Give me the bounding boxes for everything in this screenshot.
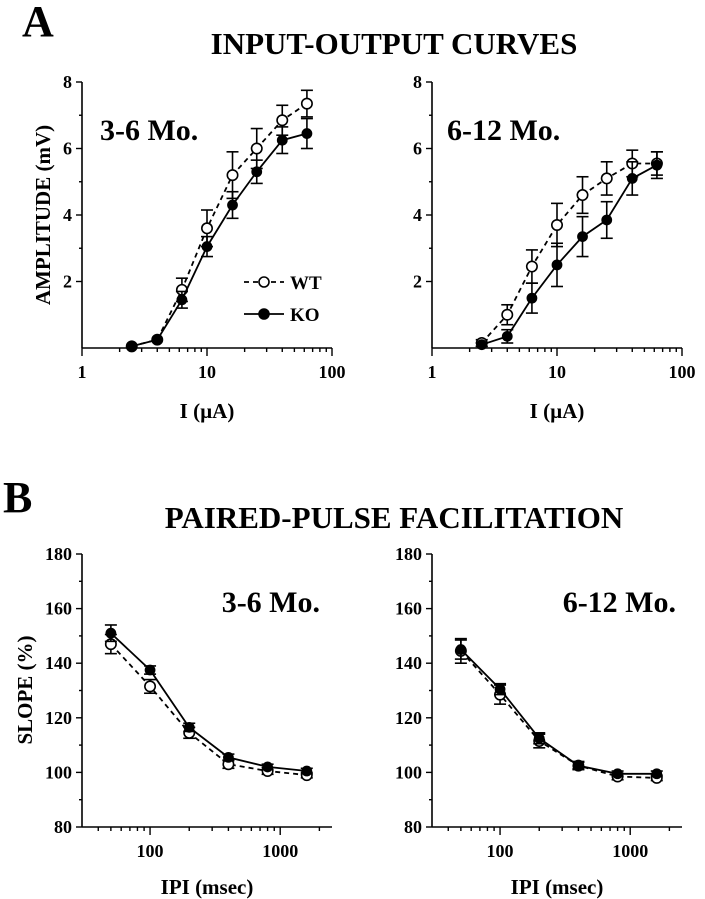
data-point-ko	[612, 768, 623, 780]
y-tick-label: 180	[45, 544, 72, 564]
data-point-ko	[626, 173, 638, 184]
series-line-ko	[460, 648, 657, 775]
data-point-wt	[201, 222, 214, 235]
y-tick-label: 6	[413, 139, 422, 159]
x-axis-label: I (µA)	[530, 399, 585, 423]
y-tick-label: 160	[395, 599, 422, 619]
data-point-ko	[501, 330, 513, 342]
panel-a-letter: A	[22, 0, 54, 46]
legend-wt-label: WT	[290, 273, 322, 294]
panel-a-title: INPUT-OUTPUT CURVES	[211, 26, 578, 61]
inset-label: 3-6 Mo.	[100, 114, 198, 147]
y-tick-label: 100	[395, 762, 422, 782]
data-point-ko	[651, 159, 663, 171]
ppf-chart-6-12: 80 100 120 140 160 180 100 1000 IPI (msec) 6-12 M…	[395, 544, 682, 899]
x-tick-label: 1000	[262, 841, 298, 861]
data-point-ko	[301, 128, 313, 139]
x-tick-label: 100	[319, 362, 346, 382]
data-point-ko	[201, 241, 213, 252]
data-point-ko	[276, 134, 288, 146]
data-point-ko	[533, 732, 545, 744]
x-axis-label: I (µA)	[180, 399, 235, 423]
data-point-wt	[501, 308, 514, 321]
x-tick-label: 1	[428, 362, 437, 382]
y-tick-label: 80	[404, 817, 422, 837]
data-point-ko	[144, 664, 156, 676]
data-point-ko	[183, 721, 195, 733]
y-tick-label: 100	[45, 762, 72, 782]
y-tick-label: 2	[63, 272, 72, 292]
x-tick-label: 100	[669, 362, 696, 382]
y-tick-label: 140	[395, 653, 422, 673]
data-point-ko	[651, 768, 663, 780]
data-point-ko	[227, 199, 238, 211]
panel-b-title: PAIRED-PULSE FACILITATION	[165, 500, 623, 535]
series-line-ko	[110, 632, 307, 772]
data-point-wt	[550, 218, 563, 231]
series-line-ko	[131, 132, 308, 348]
y-tick-label: 4	[63, 205, 72, 225]
x-tick-label: 10	[548, 362, 566, 382]
x-tick-label: 1000	[612, 841, 648, 861]
data-point-wt	[525, 260, 538, 273]
y-tick-label: 8	[63, 72, 72, 92]
data-point-ko	[251, 166, 263, 178]
panel-b-letter: B	[3, 473, 32, 522]
inset-label: 3-6 Mo.	[222, 586, 320, 619]
data-point-wt	[576, 189, 589, 202]
inset-label: 6-12 Mo.	[563, 586, 676, 619]
x-tick-label: 1	[78, 362, 87, 382]
y-tick-label: 8	[413, 72, 422, 92]
y-tick-label: 180	[395, 544, 422, 564]
legend-wt-marker	[258, 276, 270, 288]
ppf-chart-3-6: 80 100 120 140 160 180 100 1000 IPI (msec) SLOPE …	[13, 544, 332, 899]
x-axis-label: IPI (msec)	[161, 875, 254, 899]
inset-label: 6-12 Mo.	[447, 114, 560, 147]
data-point-ko	[301, 765, 313, 777]
y-tick-label: 120	[45, 708, 72, 728]
y-tick-label: 120	[395, 708, 422, 728]
data-point-wt	[276, 114, 289, 127]
data-point-ko	[151, 334, 163, 346]
data-point-ko	[573, 760, 584, 771]
io-chart-6-12: 2 4 6 8 1 10 100 I (µA) 6-12 Mo.	[413, 72, 696, 423]
y-tick-label: 80	[54, 817, 72, 837]
x-tick-label: 100	[137, 841, 164, 861]
y-tick-label: 6	[63, 139, 72, 159]
y-tick-label: 160	[45, 599, 72, 619]
data-point-ko	[126, 340, 138, 352]
series-line-wt	[110, 643, 307, 776]
y-tick-label: 140	[45, 653, 72, 673]
y-axis-label: SLOPE (%)	[13, 635, 37, 744]
series-line-wt	[460, 650, 657, 779]
y-axis-label: AMPLITUDE (mV)	[31, 125, 55, 305]
legend: WT KO	[244, 273, 322, 326]
data-point-ko	[601, 214, 613, 226]
io-chart-3-6: 2 4 6 8 1 10 100 I (µA) AMPLITUDE (mV) 3-6 Mo.	[31, 72, 346, 423]
data-point-wt	[250, 142, 263, 155]
data-point-wt	[600, 172, 613, 185]
data-point-wt	[300, 97, 313, 110]
legend-ko-label: KO	[290, 305, 320, 326]
data-point-wt	[226, 169, 239, 182]
data-point-ko	[262, 761, 273, 773]
data-point-ko	[551, 259, 563, 271]
y-tick-label: 2	[413, 272, 422, 292]
data-point-ko	[455, 644, 467, 655]
x-tick-label: 100	[487, 841, 514, 861]
data-point-wt	[144, 680, 157, 693]
x-axis-label: IPI (msec)	[511, 875, 604, 899]
data-point-ko	[526, 292, 538, 304]
legend-ko-marker	[258, 308, 270, 320]
data-point-ko	[494, 683, 506, 695]
x-tick-label: 10	[198, 362, 216, 382]
data-point-ko	[105, 627, 117, 639]
data-point-ko	[223, 751, 234, 763]
data-point-ko	[577, 231, 588, 243]
y-tick-label: 4	[413, 205, 422, 225]
data-point-ko	[476, 339, 488, 351]
data-point-ko	[176, 294, 188, 306]
